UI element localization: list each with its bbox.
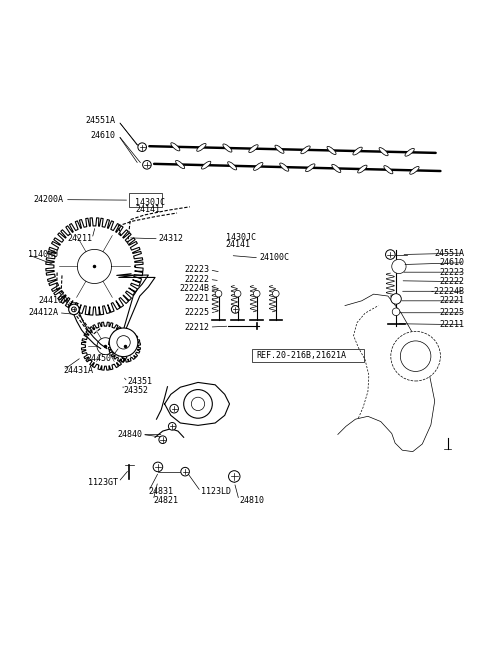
Text: 1140HU: 1140HU	[28, 250, 58, 259]
Text: 24610: 24610	[439, 258, 464, 267]
Circle shape	[234, 290, 241, 297]
Text: 24200A: 24200A	[34, 195, 63, 204]
Circle shape	[392, 260, 406, 273]
Ellipse shape	[197, 143, 206, 151]
Text: 24141: 24141	[226, 240, 251, 250]
Text: 22225: 22225	[184, 308, 209, 317]
Circle shape	[181, 467, 190, 476]
Text: 22222: 22222	[439, 277, 464, 286]
Text: 24141: 24141	[135, 205, 160, 214]
Circle shape	[138, 143, 146, 152]
Text: 24821: 24821	[153, 496, 178, 505]
Text: 24100C: 24100C	[259, 254, 289, 262]
Ellipse shape	[280, 163, 289, 171]
Text: -22224B: -22224B	[429, 286, 464, 296]
Ellipse shape	[275, 145, 284, 153]
Text: 24410A: 24410A	[38, 296, 68, 306]
Circle shape	[392, 308, 400, 315]
Ellipse shape	[253, 162, 263, 170]
Text: 22211: 22211	[439, 320, 464, 329]
Circle shape	[273, 290, 279, 297]
Ellipse shape	[249, 145, 258, 152]
Ellipse shape	[171, 143, 180, 151]
Ellipse shape	[223, 144, 232, 152]
Circle shape	[253, 290, 260, 297]
Circle shape	[391, 331, 441, 381]
Ellipse shape	[405, 148, 414, 156]
Ellipse shape	[228, 162, 237, 170]
Text: 24551A: 24551A	[434, 248, 464, 258]
Text: 24450: 24450	[86, 353, 111, 363]
Text: 24412A: 24412A	[29, 308, 59, 317]
Ellipse shape	[379, 148, 388, 156]
Circle shape	[391, 294, 401, 304]
Circle shape	[215, 290, 222, 297]
Ellipse shape	[176, 160, 185, 169]
Ellipse shape	[384, 166, 393, 174]
Circle shape	[69, 304, 79, 315]
Ellipse shape	[410, 166, 419, 174]
Circle shape	[168, 422, 176, 430]
Text: 22221: 22221	[184, 294, 209, 303]
Text: 24312: 24312	[159, 235, 184, 243]
Text: 22222: 22222	[184, 275, 209, 284]
Ellipse shape	[353, 147, 362, 155]
Circle shape	[117, 336, 130, 349]
Ellipse shape	[332, 164, 341, 173]
Text: 22225: 22225	[439, 308, 464, 317]
Text: 1123LD: 1123LD	[201, 487, 231, 496]
Ellipse shape	[358, 165, 367, 173]
Circle shape	[143, 160, 151, 169]
Text: 24431A: 24431A	[63, 365, 94, 374]
Text: 24810: 24810	[239, 496, 264, 505]
Text: 24610: 24610	[91, 131, 116, 140]
Text: 24351: 24351	[128, 378, 153, 386]
Ellipse shape	[327, 147, 336, 154]
Text: 22212: 22212	[184, 323, 209, 332]
Text: 1123GT: 1123GT	[88, 478, 118, 487]
Circle shape	[192, 397, 204, 411]
Text: 22221: 22221	[439, 296, 464, 306]
Text: 22224B: 22224B	[179, 284, 209, 294]
Text: 24211: 24211	[67, 235, 92, 243]
Circle shape	[231, 306, 239, 313]
Circle shape	[184, 390, 212, 419]
Circle shape	[385, 250, 395, 260]
Circle shape	[228, 470, 240, 482]
Text: 1430JC: 1430JC	[226, 233, 256, 242]
Text: 24831: 24831	[148, 487, 173, 496]
Ellipse shape	[301, 146, 310, 154]
Text: 24551A: 24551A	[86, 116, 116, 125]
Text: 22223: 22223	[439, 267, 464, 277]
Circle shape	[153, 462, 163, 472]
Text: 24840: 24840	[117, 430, 142, 439]
Text: 22223: 22223	[184, 265, 209, 275]
Circle shape	[109, 328, 138, 357]
Text: REF.20-216B,21621A: REF.20-216B,21621A	[257, 351, 347, 360]
Circle shape	[170, 404, 179, 413]
Circle shape	[400, 341, 431, 371]
Text: 1430JC: 1430JC	[135, 198, 165, 206]
Ellipse shape	[306, 164, 315, 171]
Circle shape	[159, 436, 167, 443]
Circle shape	[72, 307, 76, 312]
Ellipse shape	[202, 161, 211, 169]
Text: 24352: 24352	[123, 386, 148, 395]
